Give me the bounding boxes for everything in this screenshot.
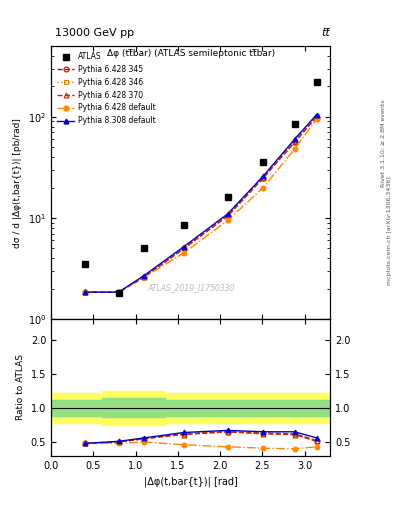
Pythia 6.428 346: [182, 245, 186, 251]
Pythia 6.428 default: [83, 289, 87, 295]
Pythia 6.428 370: [292, 139, 297, 145]
Legend: ATLAS, Pythia 6.428 345, Pythia 6.428 346, Pythia 6.428 370, Pythia 6.428 defaul: ATLAS, Pythia 6.428 345, Pythia 6.428 34…: [55, 50, 158, 127]
ATLAS: [83, 261, 87, 267]
Pythia 6.428 370: [314, 114, 319, 120]
Pythia 8.308 default: [182, 244, 186, 250]
Pythia 8.308 default: [292, 136, 297, 142]
Line: Pythia 6.428 345: Pythia 6.428 345: [83, 114, 319, 294]
Line: ATLAS: ATLAS: [82, 79, 320, 296]
Pythia 6.428 370: [261, 175, 266, 181]
ATLAS: [226, 194, 230, 200]
Pythia 6.428 370: [226, 213, 230, 219]
Text: tt̅: tt̅: [321, 28, 330, 38]
Text: ATLAS_2019_I1750330: ATLAS_2019_I1750330: [147, 283, 234, 292]
Pythia 6.428 370: [142, 274, 147, 280]
Pythia 8.308 default: [314, 112, 319, 118]
Pythia 6.428 default: [314, 116, 319, 122]
Line: Pythia 6.428 346: Pythia 6.428 346: [83, 114, 319, 294]
ATLAS: [116, 290, 121, 296]
Pythia 6.428 345: [292, 139, 297, 145]
Line: Pythia 6.428 default: Pythia 6.428 default: [83, 117, 319, 294]
Pythia 6.428 345: [182, 245, 186, 251]
Pythia 6.428 default: [292, 146, 297, 152]
Pythia 8.308 default: [116, 289, 121, 295]
Pythia 6.428 346: [83, 289, 87, 295]
Text: 13000 GeV pp: 13000 GeV pp: [55, 28, 134, 38]
Pythia 6.428 346: [261, 175, 266, 181]
Text: Δφ (tt̅bar) (ATLAS semileptonic tt̅bar): Δφ (tt̅bar) (ATLAS semileptonic tt̅bar): [107, 49, 275, 58]
Pythia 6.428 370: [182, 245, 186, 251]
Pythia 6.428 345: [261, 175, 266, 181]
Pythia 6.428 346: [142, 274, 147, 280]
Pythia 6.428 370: [116, 289, 121, 295]
Text: mcplots.cern.ch [arXiv:1306.3436]: mcplots.cern.ch [arXiv:1306.3436]: [387, 176, 391, 285]
X-axis label: |Δφ(t,bar{t})| [rad]: |Δφ(t,bar{t})| [rad]: [144, 476, 237, 486]
Pythia 6.428 default: [182, 250, 186, 256]
Pythia 8.308 default: [142, 272, 147, 279]
ATLAS: [182, 222, 186, 228]
Pythia 6.428 345: [142, 274, 147, 280]
Pythia 6.428 default: [261, 184, 266, 190]
ATLAS: [142, 245, 147, 251]
Y-axis label: dσ / d |Δφ(t,bar{t})| [pb/rad]: dσ / d |Δφ(t,bar{t})| [pb/rad]: [13, 118, 22, 247]
Pythia 6.428 346: [226, 213, 230, 219]
Pythia 6.428 default: [226, 217, 230, 223]
ATLAS: [314, 79, 319, 85]
Y-axis label: Ratio to ATLAS: Ratio to ATLAS: [16, 354, 25, 420]
Pythia 6.428 345: [83, 289, 87, 295]
Line: Pythia 8.308 default: Pythia 8.308 default: [83, 112, 319, 294]
Pythia 6.428 346: [292, 138, 297, 144]
Pythia 6.428 345: [314, 114, 319, 120]
ATLAS: [261, 159, 266, 165]
Text: Rivet 3.1.10; ≥ 2.8M events: Rivet 3.1.10; ≥ 2.8M events: [381, 99, 386, 187]
Pythia 6.428 345: [226, 213, 230, 219]
Pythia 8.308 default: [226, 211, 230, 217]
Pythia 6.428 370: [83, 289, 87, 295]
Pythia 6.428 default: [116, 289, 121, 295]
Pythia 6.428 345: [116, 289, 121, 295]
Pythia 6.428 346: [314, 113, 319, 119]
Pythia 8.308 default: [83, 289, 87, 295]
Line: Pythia 6.428 370: Pythia 6.428 370: [83, 114, 319, 294]
Pythia 8.308 default: [261, 173, 266, 179]
Pythia 6.428 346: [116, 289, 121, 295]
ATLAS: [292, 121, 297, 127]
Pythia 6.428 default: [142, 274, 147, 280]
